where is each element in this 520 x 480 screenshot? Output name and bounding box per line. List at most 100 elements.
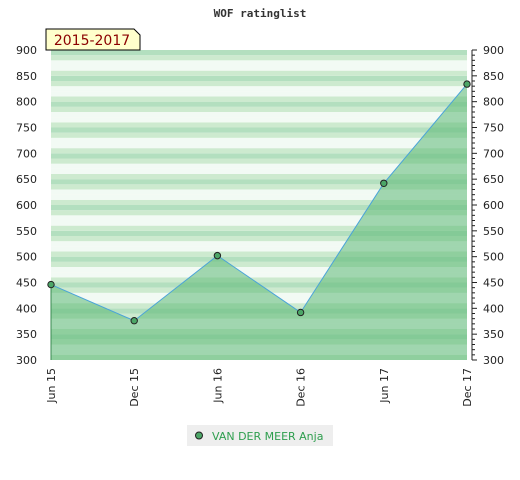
y-tick-label-right: 450 (483, 277, 504, 290)
background-band (51, 246, 467, 252)
background-band (51, 122, 467, 128)
x-tick-label: Jun 16 (211, 368, 224, 404)
x-tick-label: Dec 16 (295, 368, 308, 407)
y-tick-label-left: 800 (16, 96, 37, 109)
area-layer (50, 83, 468, 360)
background-band (51, 153, 467, 159)
background-band (51, 112, 467, 118)
background-band (51, 168, 467, 174)
background-band (51, 179, 467, 185)
y-tick-label-right: 900 (483, 44, 504, 57)
background-band (51, 267, 467, 273)
background-band (51, 65, 467, 71)
background-band (51, 261, 467, 267)
y-tick-label-left: 450 (16, 277, 37, 290)
period-tag-label: 2015-2017 (54, 33, 130, 49)
background-band (51, 55, 467, 61)
y-tick-label-left: 750 (16, 122, 37, 135)
data-markers (47, 80, 471, 325)
legend-label: VAN DER MEER Anja (212, 430, 323, 443)
y-tick-label-right: 750 (483, 122, 504, 135)
y-tick-label-right: 400 (483, 302, 504, 315)
background-band (51, 81, 467, 87)
y-tick-label-left: 900 (16, 44, 37, 57)
background-band (51, 215, 467, 221)
background-band (51, 143, 467, 149)
series-line (50, 83, 468, 322)
background-bands (51, 50, 467, 360)
y-tick-label-left: 500 (16, 251, 37, 264)
x-tick-label: Jun 15 (45, 368, 58, 404)
background-band (51, 91, 467, 97)
data-point (47, 280, 55, 289)
background-band (51, 277, 467, 283)
background-band (51, 241, 467, 247)
legend-marker (195, 431, 203, 440)
background-band (51, 205, 467, 211)
data-point (213, 251, 222, 260)
y-axis-right: 300 350 400 450 500 550 600 650 700 750 800 850 900 (471, 44, 504, 367)
background-band (51, 127, 467, 133)
background-band (51, 272, 467, 278)
background-band (51, 210, 467, 216)
background-band (51, 106, 467, 112)
y-tick-label-right: 350 (483, 328, 504, 341)
y-tick-label-right: 300 (483, 354, 504, 367)
y-axis-left: 300 350 400 450 500 550 600 650 700 750 800 850 900 (16, 44, 37, 367)
y-tick-label-left: 600 (16, 199, 37, 212)
background-band (51, 158, 467, 164)
legend: VAN DER MEER Anja (187, 425, 333, 446)
series-area (51, 84, 467, 360)
background-band (51, 220, 467, 226)
background-band (51, 117, 467, 123)
y-tick-label-left: 400 (16, 302, 37, 315)
y-tick-label-right: 700 (483, 147, 504, 160)
background-band (51, 184, 467, 190)
background-band (51, 256, 467, 262)
x-tick-label: Jun 17 (378, 368, 391, 404)
background-band (51, 251, 467, 257)
y-tick-label-left: 300 (16, 354, 37, 367)
x-axis: Jun 15 Dec 15 Jun 16 Dec 16 Jun 17 Dec 17 (45, 368, 474, 407)
y-tick-label-right: 800 (483, 96, 504, 109)
background-band (51, 189, 467, 195)
background-band (51, 137, 467, 143)
data-point (130, 317, 138, 325)
y-tick-label-left: 350 (16, 328, 37, 341)
period-tag-box (45, 28, 141, 51)
y-tick-label-right: 550 (483, 225, 504, 238)
background-band (51, 50, 467, 56)
y-tick-label-right: 650 (483, 173, 504, 186)
data-point (296, 308, 305, 317)
y-tick-label-left: 650 (16, 173, 37, 186)
y-tick-label-left: 550 (16, 225, 37, 238)
background-band (51, 236, 467, 242)
y-tick-label-right: 850 (483, 70, 504, 83)
background-band (51, 70, 467, 76)
chart-title: WOF ratinglist (214, 7, 307, 20)
period-tag: 2015-2017 (45, 28, 141, 51)
background-band (51, 174, 467, 180)
background-band (51, 225, 467, 231)
background-band (51, 86, 467, 92)
x-tick-label: Dec 17 (461, 368, 474, 407)
background-band (51, 230, 467, 236)
background-band (51, 199, 467, 205)
background-band (51, 148, 467, 154)
y-tick-label-left: 850 (16, 70, 37, 83)
y-tick-label-right: 600 (483, 199, 504, 212)
data-point (463, 80, 471, 88)
background-band (51, 75, 467, 81)
background-band (51, 96, 467, 102)
background-band (51, 194, 467, 200)
data-point (380, 179, 388, 188)
y-tick-label-right: 500 (483, 251, 504, 264)
background-band (51, 101, 467, 107)
x-tick-label: Dec 15 (128, 368, 141, 407)
background-band (51, 163, 467, 169)
background-band (51, 132, 467, 138)
y-tick-label-left: 700 (16, 147, 37, 160)
background-band (51, 60, 467, 66)
legend-box (187, 425, 333, 446)
